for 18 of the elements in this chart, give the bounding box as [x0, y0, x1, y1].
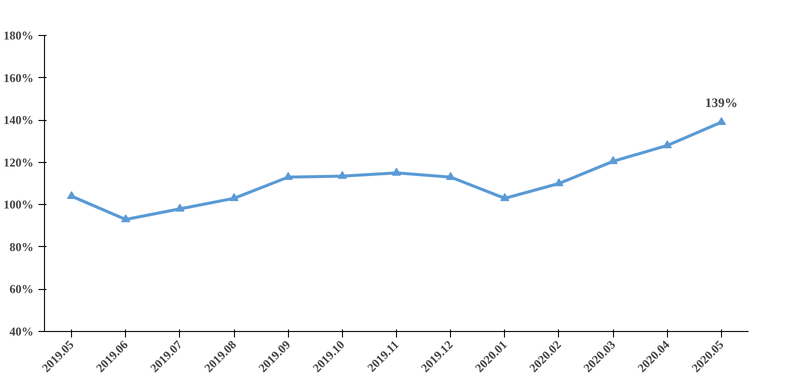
y-tick-label: 100%	[4, 198, 34, 212]
data-label: 139%	[705, 95, 738, 110]
y-tick-label: 160%	[4, 70, 34, 85]
point	[608, 156, 618, 164]
point	[662, 140, 672, 148]
y-tick-label: 60%	[10, 282, 34, 296]
y-tick-label: 180%	[4, 28, 34, 42]
y-tick-label: 140%	[4, 113, 34, 128]
point	[338, 170, 347, 179]
point	[500, 193, 510, 202]
point	[121, 214, 130, 222]
point	[392, 168, 401, 176]
y-tick-label: 80%	[10, 240, 34, 254]
point	[554, 178, 564, 186]
y-tick-label: 120%	[4, 155, 34, 170]
point	[230, 193, 239, 202]
y-tick-label: 40%	[10, 324, 34, 338]
point	[175, 204, 184, 212]
